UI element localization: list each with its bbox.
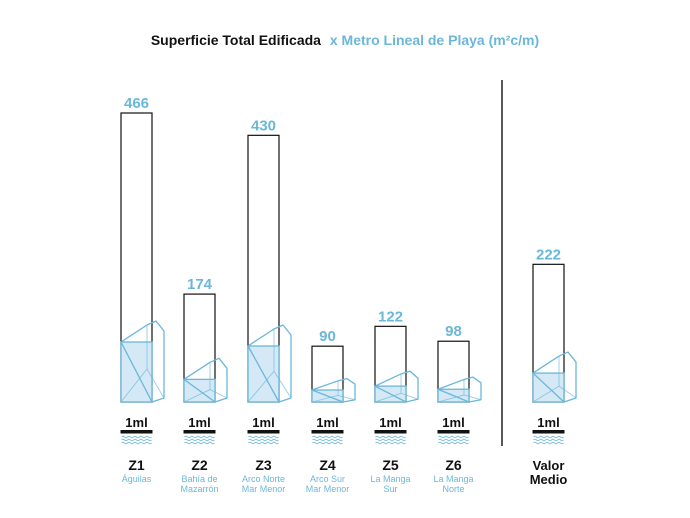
unit-line-z4 [311, 430, 344, 434]
category-label-z2: Z2 [191, 457, 208, 473]
wave-z5-0 [375, 435, 406, 439]
category-sub-z3-1: Mar Menor [242, 484, 286, 494]
category-label-z4: Z4 [319, 457, 336, 473]
wave-z2-2 [184, 441, 215, 445]
value-label-z1: 466 [124, 95, 149, 112]
wave-z1-1 [121, 438, 152, 442]
unit-line-z6 [437, 430, 470, 434]
value-label-z2: 174 [187, 276, 213, 293]
wave-z4-0 [312, 435, 343, 439]
category-sub-z5-1: Sur [383, 484, 397, 494]
built-back-average [558, 385, 577, 399]
category-label-z5: Z5 [382, 457, 399, 473]
wave-z6-2 [438, 441, 469, 445]
value-label-z5: 122 [378, 308, 403, 325]
unit-label-z6: 1ml [442, 415, 464, 430]
category-sub-z1-0: Águilas [122, 474, 152, 484]
wave-z6-1 [438, 438, 469, 442]
category-sub-z6-0: La Manga [433, 474, 473, 484]
wave-z1-2 [121, 441, 152, 445]
chart-title-main: Superficie Total Edificada [151, 32, 321, 48]
category-label-z3: Z3 [255, 457, 272, 473]
unit-label-average: 1ml [537, 415, 559, 430]
unit-label-z2: 1ml [188, 415, 210, 430]
wave-z4-2 [312, 441, 343, 445]
unit-line-z5 [374, 430, 407, 434]
unit-line-average [532, 430, 565, 434]
wave-average-2 [533, 441, 564, 445]
wave-z5-1 [375, 438, 406, 442]
built-back-z3 [273, 370, 292, 399]
wave-z2-1 [184, 438, 215, 442]
built-back-z4 [337, 394, 356, 401]
category-label-z6: Z6 [445, 457, 462, 473]
chart-title-accent: x Metro Lineal de Playa (m²c/m) [330, 32, 539, 48]
built-back-z5 [400, 392, 419, 400]
unit-line-z3 [247, 430, 280, 434]
wave-average-1 [533, 438, 564, 442]
chart-title: Superficie Total Edificada x Metro Linea… [151, 32, 539, 48]
wave-z2-0 [184, 435, 215, 439]
value-label-z6: 98 [445, 323, 462, 340]
unit-line-z1 [120, 430, 153, 434]
value-label-z3: 430 [251, 117, 276, 134]
category-label-z1: Z1 [128, 457, 145, 473]
wave-z6-0 [438, 435, 469, 439]
category-label-average-1: Medio [530, 472, 568, 487]
category-sub-z5-0: La Manga [370, 474, 410, 484]
unit-label-z1: 1ml [125, 415, 147, 430]
wave-average-0 [533, 435, 564, 439]
category-sub-z4-0: Arco Sur [310, 474, 345, 484]
unit-label-z4: 1ml [316, 415, 338, 430]
wave-z1-0 [121, 435, 152, 439]
category-sub-z3-0: Arco Norte [242, 474, 285, 484]
wave-z4-1 [312, 438, 343, 442]
value-label-average: 222 [536, 246, 561, 263]
category-sub-z2-1: Mazarrón [180, 484, 218, 494]
built-back-z6 [463, 394, 482, 401]
category-sub-z2-0: Bahía de [181, 474, 217, 484]
unit-label-z3: 1ml [252, 415, 274, 430]
built-back-z2 [209, 389, 228, 399]
wave-z3-2 [248, 441, 279, 445]
wave-z3-1 [248, 438, 279, 442]
category-sub-z4-1: Mar Menor [306, 484, 350, 494]
unit-label-z5: 1ml [379, 415, 401, 430]
unit-line-z2 [183, 430, 216, 434]
category-sub-z6-1: Norte [442, 484, 464, 494]
wave-z5-2 [375, 441, 406, 445]
value-label-z4: 90 [319, 328, 336, 345]
built-back-z1 [146, 368, 165, 399]
wave-z3-0 [248, 435, 279, 439]
category-label-average-0: Valor [533, 458, 565, 473]
